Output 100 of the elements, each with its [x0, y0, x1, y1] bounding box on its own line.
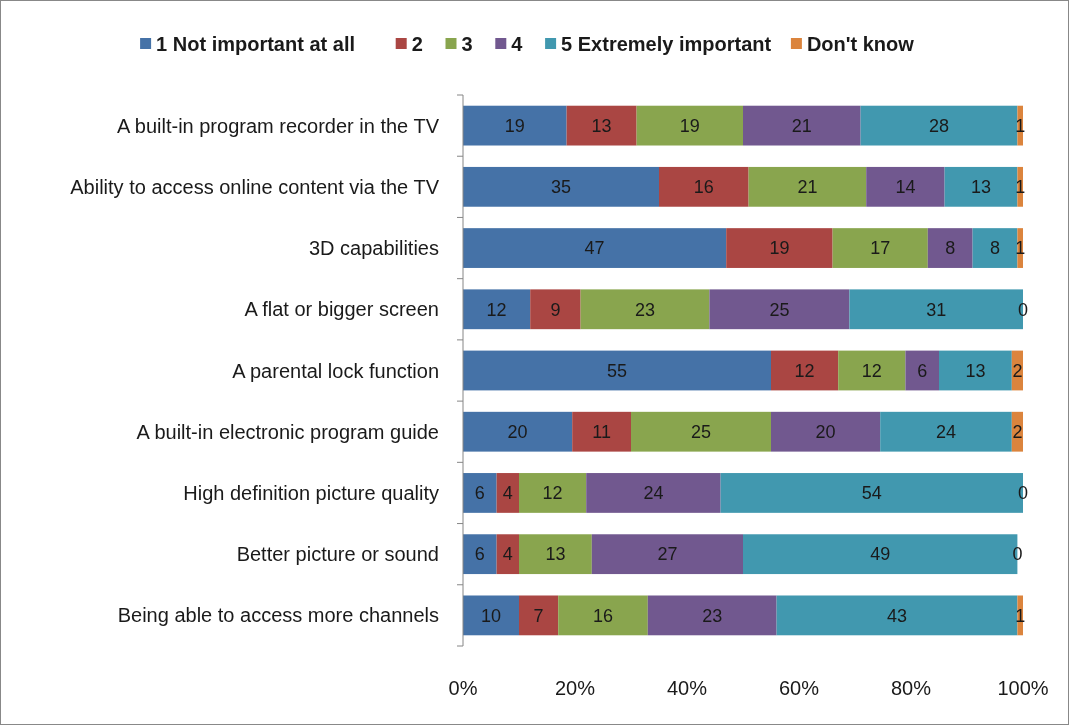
- data-label: 55: [606, 360, 628, 381]
- bar: [463, 289, 531, 330]
- data-label: 19: [769, 238, 790, 259]
- x-tick-label: 40%: [666, 677, 708, 699]
- bar: [659, 166, 749, 207]
- data-label: 0: [1017, 299, 1029, 320]
- bar: [771, 411, 881, 452]
- data-label: 20: [815, 422, 836, 443]
- y-tick-label: A built-in program recorder in the TV: [116, 114, 440, 137]
- legend-label: 2: [411, 33, 423, 55]
- y-tick-label: A flat or bigger screen: [244, 298, 439, 321]
- bar: [519, 473, 587, 513]
- data-label: 19: [679, 115, 700, 136]
- data-label: 47: [584, 238, 605, 259]
- bar: [580, 289, 710, 330]
- bar: [463, 534, 497, 575]
- data-label: 23: [702, 605, 723, 626]
- data-label: 13: [970, 177, 992, 198]
- y-tick-label: 3D capabilities: [308, 237, 439, 260]
- data-label: 6: [917, 360, 928, 381]
- legend-label: 3: [461, 33, 473, 55]
- data-label: 16: [592, 605, 614, 626]
- bar: [463, 228, 727, 268]
- x-tick-label: 20%: [554, 677, 596, 699]
- bar: [748, 166, 867, 207]
- data-label: 23: [634, 299, 656, 320]
- bar: [860, 105, 1018, 146]
- bar: [566, 105, 637, 146]
- data-label: 7: [533, 605, 544, 626]
- bar: [647, 595, 777, 636]
- bar: [558, 595, 648, 636]
- data-label: 13: [965, 360, 986, 381]
- bar: [463, 105, 567, 146]
- data-label: 20: [507, 422, 528, 443]
- bar: [880, 411, 1012, 452]
- bar: [463, 473, 497, 513]
- x-tick-label: 100%: [997, 677, 1049, 699]
- data-label: 24: [935, 422, 957, 443]
- data-label: 12: [486, 299, 507, 320]
- bar: [530, 289, 581, 330]
- y-tick-label: High definition picture quality: [183, 481, 439, 504]
- data-label: 31: [926, 299, 947, 320]
- bar: [496, 473, 519, 513]
- legend-label: Don't know: [806, 33, 915, 55]
- bar: [519, 595, 559, 636]
- data-label: 43: [886, 605, 908, 626]
- bar: [636, 105, 743, 146]
- bar: [591, 534, 743, 575]
- data-label: 21: [791, 115, 812, 136]
- data-label: 2: [1012, 422, 1023, 443]
- legend-label: 4: [511, 33, 524, 55]
- bar: [463, 350, 771, 391]
- data-label: 24: [643, 483, 664, 504]
- bar: [972, 228, 1018, 268]
- data-label: 16: [693, 177, 714, 198]
- data-label: 4: [502, 544, 513, 565]
- data-label: 6: [474, 544, 485, 565]
- data-label: 19: [504, 115, 525, 136]
- bar: [519, 534, 592, 575]
- x-tick-label: 80%: [890, 677, 932, 699]
- bar: [905, 350, 939, 391]
- data-label: 6: [474, 483, 485, 504]
- data-label: 49: [870, 544, 891, 565]
- bar: [939, 350, 1012, 391]
- bar: [944, 166, 1018, 207]
- data-label: 21: [797, 177, 818, 198]
- data-label: 0: [1017, 483, 1029, 504]
- bar: [496, 534, 519, 575]
- data-label: 25: [690, 422, 712, 443]
- legend-label: 1 Not important at all: [156, 33, 356, 55]
- data-label: 8: [989, 238, 1001, 259]
- bar: [866, 166, 945, 207]
- y-tick-label: Being able to access more channels: [117, 604, 439, 627]
- x-tick-label: 60%: [778, 677, 820, 699]
- bar: [463, 166, 659, 207]
- data-label: 8: [945, 238, 956, 259]
- y-tick-label: Ability to access online content via the TV: [70, 175, 440, 198]
- bar: [586, 473, 721, 513]
- bar: [709, 289, 850, 330]
- data-label: 17: [870, 238, 891, 259]
- x-tick-label: 0%: [448, 677, 478, 699]
- data-label: 54: [861, 483, 882, 504]
- bar: [838, 350, 906, 391]
- bar: [726, 228, 833, 268]
- bar: [927, 228, 973, 268]
- bar: [771, 350, 839, 391]
- bar: [631, 411, 771, 452]
- data-label: 35: [550, 177, 572, 198]
- bar: [572, 411, 631, 452]
- legend-label: 5 Extremely important: [561, 33, 772, 55]
- data-label: 27: [657, 544, 678, 565]
- y-tick-label: A parental lock function: [232, 359, 439, 382]
- data-label: 13: [591, 115, 612, 136]
- data-label: 12: [861, 360, 882, 381]
- data-label: 12: [794, 360, 815, 381]
- bar: [463, 411, 573, 452]
- data-label: 2: [1012, 360, 1023, 381]
- data-label: 10: [480, 605, 502, 626]
- y-tick-label: A built-in electronic program guide: [136, 420, 439, 443]
- data-label: 13: [545, 544, 566, 565]
